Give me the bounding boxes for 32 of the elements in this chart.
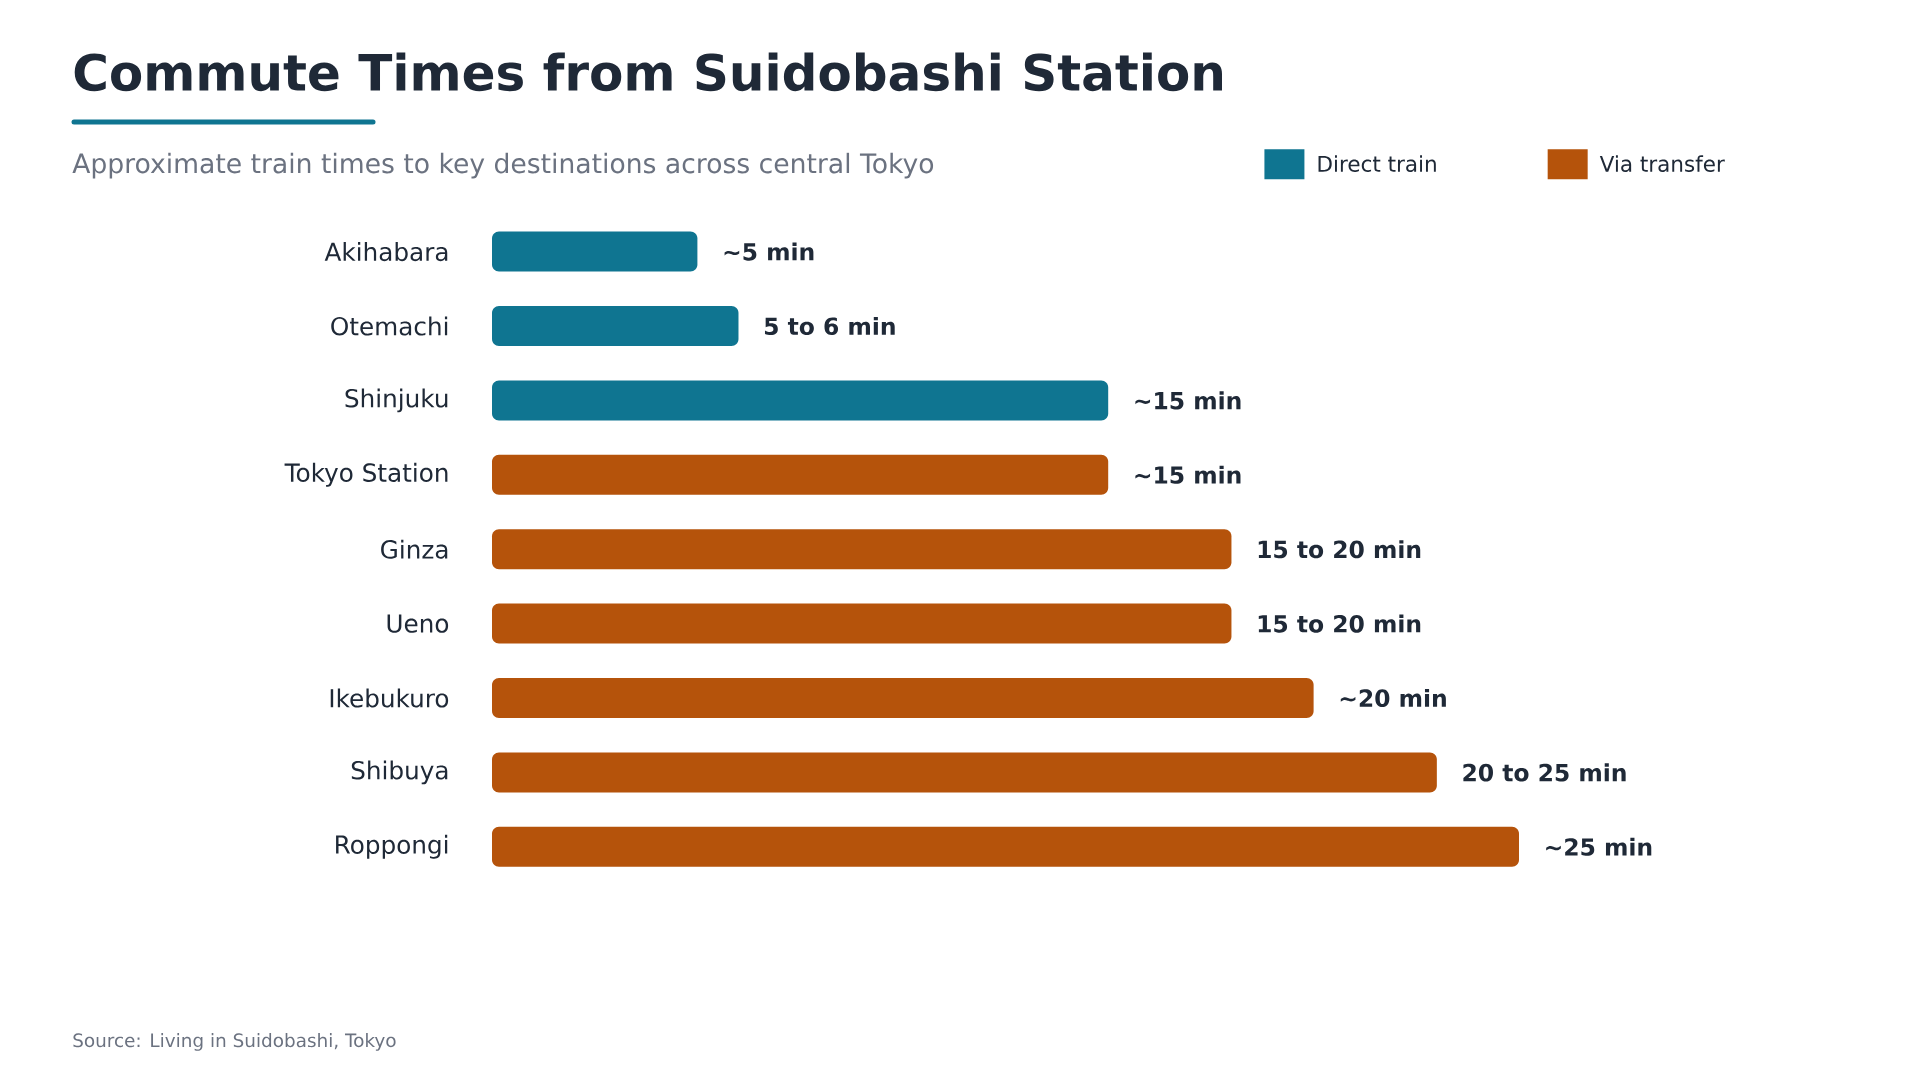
y-tick-label: Shibuya <box>351 760 448 785</box>
chart-title: Commute Times from Suidobashi Station <box>74 52 1222 92</box>
bar <box>492 752 1437 793</box>
annotation: 15 to 20 min <box>1258 614 1421 633</box>
data-label: ~15 min <box>1135 465 1241 484</box>
legend-label: Via transfer <box>1599 155 1725 172</box>
annotation: 15 to 20 min <box>1258 540 1421 559</box>
data-label: ~15 min <box>1135 391 1241 410</box>
data-label: ~5 min <box>724 242 814 261</box>
bar <box>492 306 739 347</box>
bar <box>492 454 1109 495</box>
y-tick-label: Akihabara <box>324 242 448 262</box>
legend-label: Direct train <box>1318 155 1436 172</box>
y-tick-label: Ueno <box>387 614 449 633</box>
y-tick-label: Shinjuku <box>345 388 448 413</box>
data-label: ~20 min <box>1340 688 1446 708</box>
y-tick-label: Tokyo Station <box>284 462 448 487</box>
y-tick-label: Ikebukuro <box>330 688 449 708</box>
y-tick-label: Roppongi <box>336 834 448 859</box>
annotation: 20 to 25 min <box>1463 763 1626 782</box>
bar <box>492 826 1520 867</box>
bar <box>492 231 698 272</box>
bar <box>492 380 1109 421</box>
bar <box>492 603 1232 644</box>
y-tick-label: Otemachi <box>331 316 448 336</box>
bar <box>492 529 1232 570</box>
bar <box>492 678 1314 719</box>
source-note: Source: Living in Suidobashi, Tokyo <box>73 1033 396 1051</box>
chart-subtitle: Approximate train times to key destinations across central Tokyo <box>72 152 934 179</box>
y-tick-label: Ginza <box>381 539 448 559</box>
annotation: 5 to 6 min <box>764 316 895 336</box>
data-label: ~25 min <box>1546 837 1652 856</box>
